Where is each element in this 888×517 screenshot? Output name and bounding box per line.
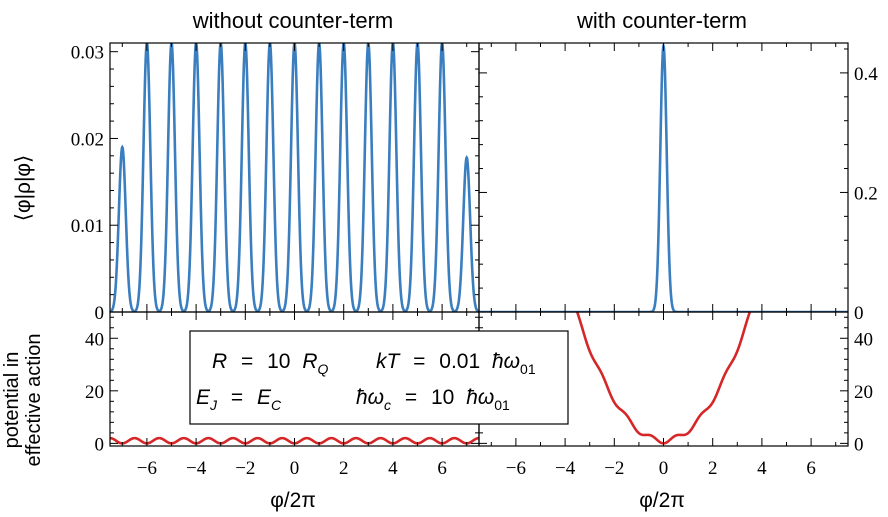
- xtick-label: 2: [708, 458, 718, 479]
- parameter-legend: R = 10 RQ kT = 0.01 ħω01 EJ = EC ħωc = 1…: [189, 330, 569, 425]
- legend-line1-right: kT = 0.01 ħω01: [376, 350, 536, 377]
- ytick-label: 20: [854, 382, 873, 403]
- ylabel-bottom: potential in effective action: [1, 333, 45, 466]
- density-curve-with: [479, 43, 848, 312]
- xtick-label: 0: [659, 458, 669, 479]
- legend-line2-left: EJ = EC: [196, 386, 282, 415]
- xtick-label: −2: [235, 458, 255, 479]
- ytick-label: 0.03: [71, 43, 104, 64]
- panel-density-without: 0 0.01 0.02 0.03: [71, 42, 480, 324]
- ytick-label: 40: [85, 329, 104, 350]
- density-curve-without: [110, 43, 479, 312]
- legend-line1-left: R = 10 RQ: [212, 350, 329, 377]
- ytick-label: 0: [95, 303, 105, 324]
- legend-line2-right: ħωc = 10 ħω01: [356, 386, 510, 415]
- ytick-label: 0.02: [71, 129, 104, 150]
- ylabel-top: ⟨φ|ρ|φ⟩: [12, 155, 35, 221]
- ytick-label: 20: [85, 382, 104, 403]
- ytick-label: 40: [854, 329, 873, 350]
- xtick-label: −4: [555, 458, 576, 479]
- svg-text:effective action: effective action: [23, 333, 45, 466]
- panel-density-with: 0 0.2 0.4: [478, 42, 878, 324]
- ytick-label: 0.2: [854, 183, 878, 204]
- xlabel-right: φ/2π: [639, 489, 685, 512]
- title-left: without counter-term: [192, 8, 394, 33]
- xlabel-left: φ/2π: [270, 489, 316, 512]
- xtick-label: 6: [806, 458, 816, 479]
- xtick-label: 4: [388, 458, 398, 479]
- svg-text:potential in: potential in: [1, 352, 23, 449]
- ytick-label: 0.4: [854, 64, 878, 85]
- xtick-label: 6: [437, 458, 447, 479]
- xtick-label: −6: [506, 458, 526, 479]
- panel-potential-without: −6 −4 −2 0 2 4 6 0 20 40: [85, 311, 480, 479]
- xtick-label: −6: [137, 458, 157, 479]
- xtick-label: −2: [604, 458, 624, 479]
- xtick-label: 4: [757, 458, 767, 479]
- ytick-label: 0: [854, 303, 864, 324]
- ytick-label: 0.01: [71, 216, 104, 237]
- xtick-label: 0: [290, 458, 300, 479]
- xtick-label: −4: [186, 458, 207, 479]
- panel-tr-frame: [478, 42, 849, 313]
- xtick-label: 2: [339, 458, 349, 479]
- title-right: with counter-term: [576, 8, 747, 33]
- ytick-label: 0: [95, 434, 105, 455]
- ytick-label: 0: [854, 434, 864, 455]
